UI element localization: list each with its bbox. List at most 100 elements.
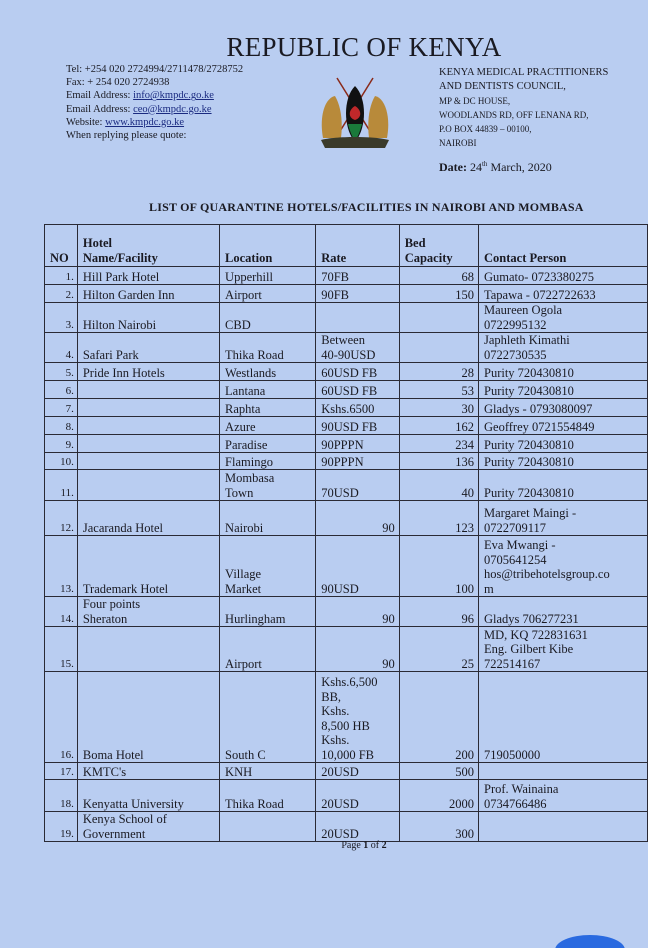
cell-bed-capacity: 53: [398, 380, 480, 399]
cell-facility: [76, 416, 221, 435]
list-title: LIST OF QUARANTINE HOTELS/FACILITIES IN …: [149, 200, 584, 214]
cell-facility: Hilton Garden Inn: [76, 284, 221, 303]
date-suffix: th: [481, 160, 488, 168]
cell-facility: Hilton Nairobi: [76, 302, 221, 333]
cell-contact-person: Purity 720430810: [478, 469, 648, 501]
cell-location: [219, 811, 317, 842]
table-row: 19. Kenya School of Government 20USD 300: [44, 811, 648, 842]
cell-location: Airport: [219, 284, 317, 303]
cell-no: 17.: [44, 762, 78, 780]
table-row: 4. Safari Park Thika Road Between 40-90USD J…: [44, 332, 648, 363]
cell-location: Thika Road: [219, 332, 317, 363]
cell-contact-person: Purity 720430810: [478, 362, 648, 381]
cell-location: South C: [219, 671, 317, 763]
cell-location: Paradise: [219, 434, 317, 453]
org-name-line1: KENYA MEDICAL PRACTITIONERS: [439, 67, 609, 78]
cell-contact-person: Eva Mwangi - 0705641254 hos@tribehotelsg…: [478, 535, 648, 597]
email-label: Email Address:: [66, 90, 134, 102]
cell-no: 4.: [44, 332, 78, 363]
cell-facility: [76, 626, 221, 672]
cell-no: 5.: [44, 362, 78, 381]
cell-no: 15.: [44, 626, 78, 672]
cell-facility: [76, 398, 221, 417]
cell-location: Upperhill: [219, 266, 317, 285]
cell-bed-capacity: 40: [398, 469, 480, 501]
table-row: 1. Hill Park Hotel Upperhill 70FB 68 Gumato- …: [44, 266, 648, 285]
table-row: 14. Four points Sheraton Hurlingham 90 96 Gla…: [44, 596, 648, 627]
cell-bed-capacity: 30: [398, 398, 480, 417]
page-total: 2: [381, 840, 387, 851]
cell-bed-capacity: 136: [398, 452, 480, 470]
document-date: Date: 24th March, 2020: [439, 160, 552, 175]
fax: Fax: + 254 020 2724938: [66, 77, 170, 89]
cell-rate: 20USD: [315, 811, 400, 842]
organization-address: KENYA MEDICAL PRACTITIONERS AND DENTISTS…: [439, 66, 608, 150]
cell-rate: 20USD: [315, 762, 400, 780]
cell-no: 11.: [44, 469, 78, 501]
cell-bed-capacity: [398, 302, 480, 333]
cell-contact-person: Gladys 706277231: [478, 596, 648, 627]
address-line3: P.O BOX 44839 – 00100,: [439, 124, 532, 134]
cell-no: 7.: [44, 398, 78, 417]
cell-rate: 60USD FB: [315, 380, 400, 399]
coat-of-arms-emblem: [321, 77, 389, 148]
cell-bed-capacity: 150: [398, 284, 480, 303]
cell-rate: 90: [315, 626, 400, 672]
cell-facility: Kenyatta University: [76, 779, 221, 812]
column-header-facility: Hotel Name/Facility: [76, 224, 221, 267]
table-row: 18. Kenyatta University Thika Road 20USD 200…: [44, 779, 648, 812]
address-line1: MP & DC HOUSE,: [439, 96, 511, 106]
cell-facility: Four points Sheraton: [76, 596, 221, 627]
cell-bed-capacity: 234: [398, 434, 480, 453]
cell-no: 1.: [44, 266, 78, 285]
cell-rate: 90PPPN: [315, 452, 400, 470]
table-row: 3. Hilton Nairobi CBD Maureen Ogola 0722995…: [44, 302, 648, 333]
cell-rate: 90USD: [315, 535, 400, 597]
cell-contact-person: Purity 720430810: [478, 434, 648, 453]
website-label: Website:: [66, 116, 106, 128]
table-row: 5. Pride Inn Hotels Westlands 60USD FB 28 Pur…: [44, 362, 648, 381]
contact-info: Tel: +254 020 2724994/2711478/2728752 Fa…: [66, 63, 243, 142]
cell-rate: 60USD FB: [315, 362, 400, 381]
cell-rate: 90: [315, 500, 400, 536]
cell-facility: Safari Park: [76, 332, 221, 363]
website-link[interactable]: www.kmpdc.go.ke: [105, 116, 185, 128]
page-number: Page 1 of 2: [0, 840, 648, 851]
cell-facility: [76, 434, 221, 453]
cell-rate: [315, 302, 400, 333]
cell-bed-capacity: 68: [398, 266, 480, 285]
cell-rate: 90FB: [315, 284, 400, 303]
cell-rate: Kshs.6,500 BB, Kshs. 8,500 HB Kshs. 10,0…: [315, 671, 400, 763]
date-label: Date:: [439, 160, 467, 174]
cell-no: 3.: [44, 302, 78, 333]
column-header-bed-capacity: Bed Capacity: [398, 224, 480, 267]
cell-location: Lantana: [219, 380, 317, 399]
cell-location: Raphta: [219, 398, 317, 417]
address-line2: WOODLANDS RD, OFF LENANA RD,: [439, 110, 589, 120]
cell-bed-capacity: 28: [398, 362, 480, 381]
cell-location: Azure: [219, 416, 317, 435]
cell-rate: Kshs.6500: [315, 398, 400, 417]
column-header-no: NO: [44, 224, 78, 267]
cell-facility: Kenya School of Government: [76, 811, 221, 842]
email-link-info[interactable]: info@kmpdc.go.ke: [133, 90, 214, 102]
cell-rate: 70FB: [315, 266, 400, 285]
cell-contact-person: MD, KQ 722831631 Eng. Gilbert Kibe 72251…: [478, 626, 648, 672]
cell-no: 13.: [44, 535, 78, 597]
cell-rate: 70USD: [315, 469, 400, 501]
cell-facility: Jacaranda Hotel: [76, 500, 221, 536]
email-link-ceo[interactable]: ceo@kmpdc.go.ke: [133, 103, 212, 115]
cell-facility: [76, 380, 221, 399]
cell-rate: 90USD FB: [315, 416, 400, 435]
cell-facility: Hill Park Hotel: [76, 266, 221, 285]
cell-bed-capacity: 96: [398, 596, 480, 627]
reply-note: When replying please quote:: [66, 130, 187, 142]
cell-no: 10.: [44, 452, 78, 470]
page-of: of: [368, 840, 382, 851]
cell-location: Village Market: [219, 535, 317, 597]
cell-contact-person: Purity 720430810: [478, 380, 648, 399]
table-row: 9. Paradise 90PPPN 234 Purity 720430810: [44, 434, 648, 453]
cell-facility: [76, 452, 221, 470]
cell-contact-person: Gumato- 0723380275: [478, 266, 648, 285]
